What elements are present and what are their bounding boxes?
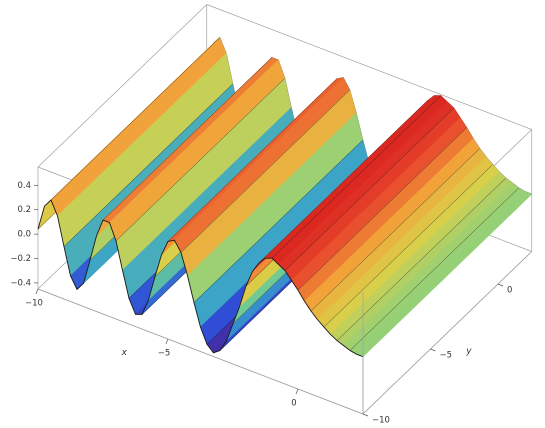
- y-axis-label: y: [465, 346, 472, 356]
- surface-front-edge: [37, 199, 364, 358]
- mesh-line: [193, 139, 363, 303]
- x-tick: [165, 338, 169, 345]
- z-tick-label: 0.2: [17, 205, 31, 215]
- mesh-line: [271, 95, 441, 259]
- y-tick: [497, 283, 504, 287]
- mesh-line: [349, 187, 519, 351]
- mesh-line: [336, 177, 506, 341]
- mesh-line: [297, 127, 467, 291]
- x-tick: [295, 388, 299, 395]
- y-tick-label: 0: [507, 286, 512, 296]
- y-tick: [362, 413, 369, 417]
- z-tick-label: 0.0: [17, 230, 31, 240]
- mesh-line: [258, 100, 428, 264]
- box-edge: [206, 4, 532, 130]
- box-edge: [37, 288, 364, 415]
- z-tick-label: 0.4: [17, 181, 31, 191]
- box-edge: [37, 4, 207, 168]
- mesh-line: [63, 83, 233, 247]
- mesh-line: [180, 89, 350, 253]
- mesh-line: [310, 148, 480, 312]
- x-tick-label: −10: [25, 299, 43, 309]
- mesh-line: [167, 78, 337, 242]
- box-edge: [362, 251, 532, 415]
- z-tick-label: −0.2: [10, 254, 31, 264]
- surface: [37, 37, 533, 358]
- mesh-line: [115, 78, 285, 242]
- z-tick-label: −0.4: [10, 278, 31, 288]
- x-axis-label: x: [121, 348, 128, 358]
- y-tick: [430, 348, 436, 352]
- x-tick-label: −5: [158, 349, 171, 359]
- x-tick-label: 0: [291, 399, 296, 409]
- mesh-line: [323, 164, 493, 328]
- y-tick-label: −5: [440, 351, 453, 361]
- y-tick-label: −10: [372, 416, 390, 426]
- mesh-line: [284, 107, 454, 271]
- mesh-line: [102, 57, 272, 221]
- x-tick: [35, 288, 39, 295]
- mesh-line: [50, 37, 220, 201]
